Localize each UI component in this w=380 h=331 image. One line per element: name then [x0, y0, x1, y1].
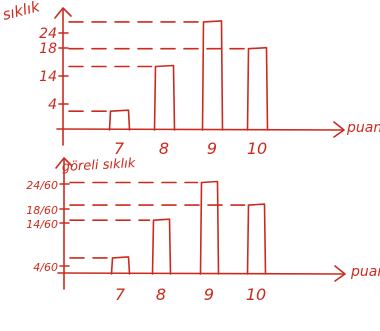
y-tick-label-1-4: 24: [39, 26, 57, 42]
category-label-1-7: 7: [114, 139, 125, 158]
y-tick-label-1-2: 14: [39, 69, 57, 85]
y-axis-label-1: sıklık: [1, 0, 43, 24]
y-tick-label-2-2: 14/60: [26, 218, 58, 231]
category-label-2-9: 9: [204, 285, 214, 304]
y-tick-label-2-4: 24/60: [26, 179, 58, 192]
x-axis-label-1: puan: [346, 120, 380, 136]
y-axis-arrow-1: [54, 7, 72, 19]
x-axis-arrow-1: [333, 121, 345, 138]
bar-1-9: [201, 20, 224, 131]
y-tick-label-1-3: 18: [39, 41, 57, 57]
category-label-1-9: 9: [207, 139, 217, 158]
bar-2-9: [199, 180, 220, 275]
y-tick-label-2-3: 18/60: [26, 204, 58, 217]
x-axis-arrow-2: [334, 265, 346, 282]
bar-1-7: [108, 109, 131, 131]
bar-2-8: [151, 218, 172, 275]
category-label-2-10: 10: [246, 285, 266, 304]
y-tick-label-2-1: 4/60: [33, 261, 58, 274]
x-axis-label-2: puan: [350, 264, 380, 280]
x-axis-1: [56, 128, 344, 131]
y-tick-label-1-1: 4: [48, 97, 57, 113]
y-axis-label-2: göreli sıklık: [61, 156, 136, 175]
category-label-2-8: 8: [156, 285, 166, 304]
category-label-2-7: 7: [115, 285, 126, 304]
bar-2-10: [246, 203, 267, 275]
bar-1-8: [153, 64, 176, 131]
y-axis-arrow-2: [55, 157, 73, 169]
bar-2-7: [110, 256, 131, 275]
category-label-1-8: 8: [159, 139, 169, 158]
bar-1-10: [246, 46, 269, 131]
category-label-1-10: 10: [247, 139, 267, 158]
